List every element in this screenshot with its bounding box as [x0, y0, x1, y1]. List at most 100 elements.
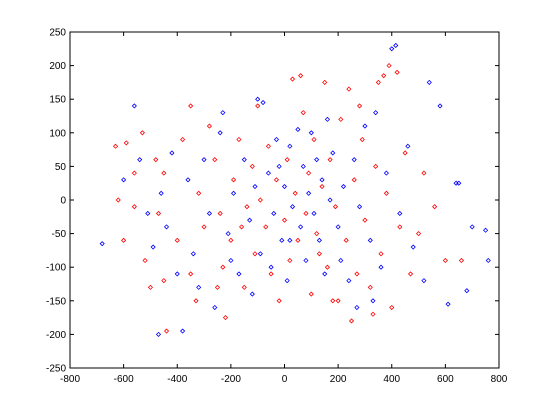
point — [263, 224, 269, 230]
point — [346, 86, 352, 92]
point — [453, 180, 459, 186]
point — [121, 177, 127, 183]
point — [228, 257, 234, 264]
point — [327, 157, 333, 163]
point — [249, 291, 255, 297]
point — [351, 157, 357, 163]
point — [383, 170, 389, 176]
point — [357, 204, 363, 210]
point — [137, 157, 143, 163]
point — [236, 136, 242, 143]
point — [362, 217, 368, 223]
point — [308, 291, 314, 297]
point — [300, 110, 306, 116]
x-tick-label: -800 — [60, 374, 80, 385]
x-tick-label: -400 — [167, 374, 187, 385]
point — [373, 163, 379, 169]
point — [201, 157, 207, 163]
point — [389, 46, 395, 52]
point — [348, 318, 355, 324]
y-tick-label: -250 — [46, 364, 66, 375]
point — [483, 227, 489, 233]
point — [273, 136, 280, 143]
point — [161, 278, 167, 284]
point — [158, 190, 164, 196]
point — [311, 210, 317, 217]
point — [289, 76, 296, 82]
point — [180, 136, 186, 143]
point — [249, 163, 255, 169]
point — [308, 130, 314, 136]
point — [99, 241, 105, 247]
point — [163, 328, 170, 334]
point — [188, 271, 194, 277]
point — [357, 103, 363, 109]
point — [370, 311, 376, 317]
point — [298, 224, 304, 230]
point — [155, 331, 162, 337]
point — [265, 170, 271, 176]
point — [421, 170, 427, 176]
point — [324, 264, 330, 270]
x-tick-label: 0 — [282, 374, 288, 385]
point — [287, 257, 293, 264]
point — [300, 163, 306, 169]
point — [319, 183, 325, 190]
point — [131, 103, 137, 109]
point — [222, 315, 229, 321]
point — [295, 126, 301, 133]
point — [228, 237, 234, 243]
point — [131, 170, 137, 176]
point — [316, 251, 322, 257]
point — [322, 79, 328, 85]
point — [241, 284, 247, 290]
point — [332, 204, 339, 210]
point — [407, 271, 414, 277]
point — [281, 217, 288, 223]
point — [276, 298, 282, 304]
y-tick-label: 0 — [60, 196, 66, 207]
point — [324, 116, 330, 122]
point — [247, 217, 253, 223]
point — [257, 197, 263, 203]
y-tick-label: 50 — [55, 162, 67, 173]
point — [370, 298, 376, 304]
point — [351, 177, 357, 183]
point — [230, 190, 237, 196]
point — [298, 73, 304, 79]
x-tick-label: -600 — [114, 374, 134, 385]
point — [397, 210, 403, 217]
point — [373, 110, 379, 116]
point — [169, 150, 175, 156]
point — [386, 63, 392, 69]
y-tick-label: -50 — [52, 229, 67, 240]
point — [214, 284, 221, 290]
point — [174, 271, 180, 277]
y-tick-label: 250 — [49, 28, 66, 39]
point — [303, 210, 309, 217]
point — [196, 190, 202, 196]
point — [378, 251, 384, 257]
point — [442, 257, 448, 264]
y-tick-label: 100 — [49, 128, 66, 139]
point — [437, 103, 443, 109]
point — [150, 244, 156, 250]
point — [155, 210, 162, 217]
y-tick-label: 200 — [49, 61, 66, 72]
point — [220, 110, 226, 116]
point — [421, 278, 427, 284]
point — [284, 278, 290, 284]
point — [340, 183, 347, 190]
point — [252, 251, 258, 257]
point — [306, 170, 312, 176]
point — [255, 103, 261, 109]
point — [265, 143, 271, 149]
point — [185, 177, 191, 183]
point — [131, 204, 137, 210]
point — [193, 298, 199, 304]
point — [142, 257, 148, 264]
point — [153, 157, 159, 163]
point — [201, 224, 207, 230]
point — [147, 284, 154, 290]
